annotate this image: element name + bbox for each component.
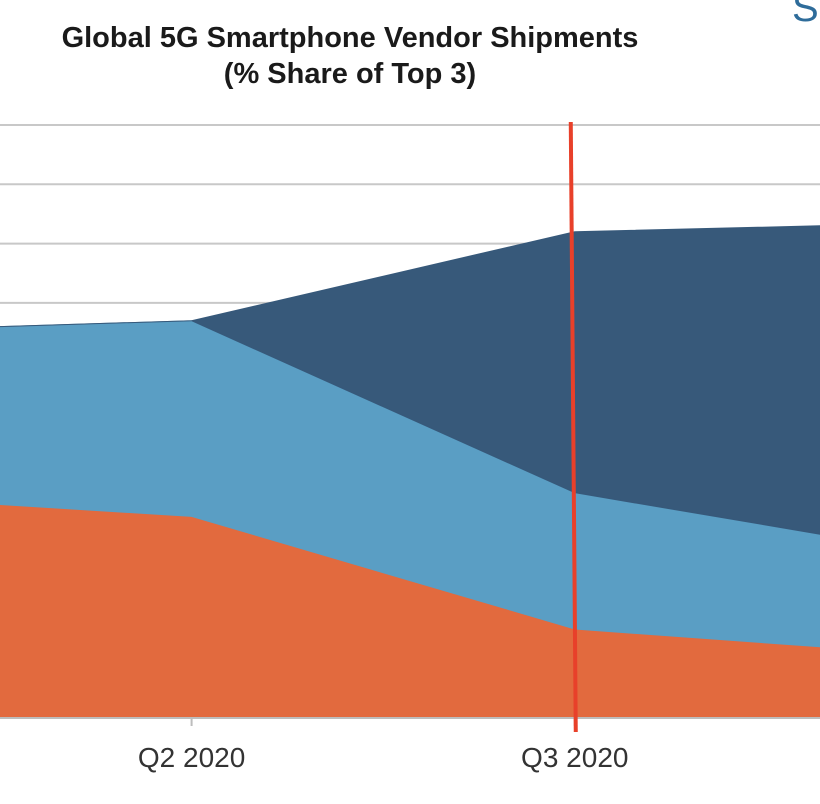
x-axis: Q2 2020 Q3 2020 bbox=[0, 717, 820, 773]
x-tick-label: Q2 2020 bbox=[138, 742, 245, 773]
cropped-corner-text: S bbox=[792, 0, 819, 30]
area-series-3 bbox=[0, 225, 820, 535]
chart-title-main: Global 5G Smartphone Vendor Shipments bbox=[61, 22, 639, 54]
chart-title: Global 5G Smartphone Vendor Shipments (%… bbox=[0, 20, 700, 92]
series-areas bbox=[0, 225, 820, 719]
x-tick-label: Q3 2020 bbox=[521, 742, 628, 773]
chart-subtitle: (% Share of Top 3) bbox=[223, 58, 477, 90]
marker-line-group bbox=[568, 121, 578, 733]
marker-line bbox=[568, 121, 578, 733]
